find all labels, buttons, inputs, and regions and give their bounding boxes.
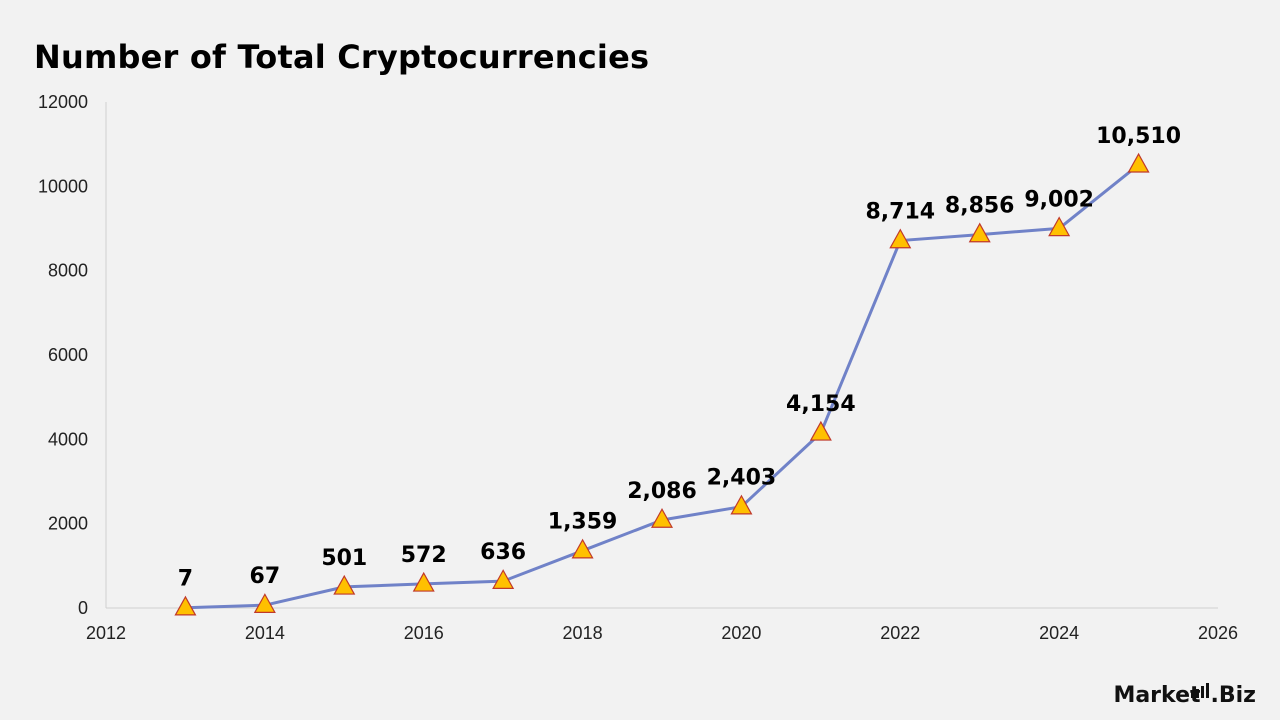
data-label: 8,856 [945, 194, 1015, 219]
data-point-marker [253, 593, 276, 613]
x-tick-label: 2024 [1039, 623, 1079, 643]
data-point-marker [889, 228, 912, 249]
data-point-marker [1048, 216, 1071, 237]
data-label: 4,154 [786, 392, 856, 417]
data-label: 1,359 [548, 510, 618, 535]
signal-bars-icon [1190, 683, 1209, 698]
y-tick-label: 2000 [48, 514, 88, 534]
y-tick-label: 0 [78, 598, 88, 618]
data-point-marker [333, 574, 356, 595]
data-point-marker [1127, 152, 1150, 173]
x-tick-label: 2026 [1198, 623, 1238, 643]
y-tick-label: 12000 [38, 92, 88, 112]
data-point-marker [492, 569, 515, 589]
series-line [185, 163, 1140, 610]
data-label: 2,403 [707, 466, 777, 491]
y-tick-label: 8000 [48, 261, 88, 281]
x-tick-label: 2022 [880, 623, 920, 643]
data-point-marker [968, 222, 991, 243]
chart-title: Number of Total Cryptocurrencies [34, 38, 650, 76]
logo-text-main: Market [1113, 683, 1201, 708]
y-tick-label: 4000 [48, 429, 88, 449]
data-point-marker [730, 494, 753, 515]
logo-text-suffix: .Biz [1210, 683, 1256, 708]
x-tick-label: 2012 [86, 623, 126, 643]
data-label: 572 [401, 543, 447, 568]
x-tick-label: 2014 [245, 623, 285, 643]
data-point-marker [571, 538, 594, 559]
data-point-marker [412, 571, 435, 592]
data-label: 8,714 [865, 200, 935, 225]
data-label: 10,510 [1096, 124, 1181, 149]
data-point-marker [174, 595, 197, 616]
data-label: 7 [178, 567, 193, 592]
data-point-marker [650, 508, 674, 528]
data-label: 501 [321, 546, 367, 571]
data-label: 67 [250, 564, 281, 589]
x-tick-label: 2020 [721, 623, 761, 643]
y-tick-label: 10000 [38, 176, 88, 196]
y-tick-label: 6000 [48, 345, 88, 365]
data-label: 9,002 [1024, 187, 1094, 212]
data-label: 2,086 [627, 479, 697, 504]
x-tick-label: 2016 [404, 623, 444, 643]
data-point-marker [809, 420, 832, 441]
data-label: 636 [480, 540, 526, 565]
brand-logo: Market .Biz [1113, 683, 1256, 708]
x-tick-label: 2018 [563, 623, 603, 643]
